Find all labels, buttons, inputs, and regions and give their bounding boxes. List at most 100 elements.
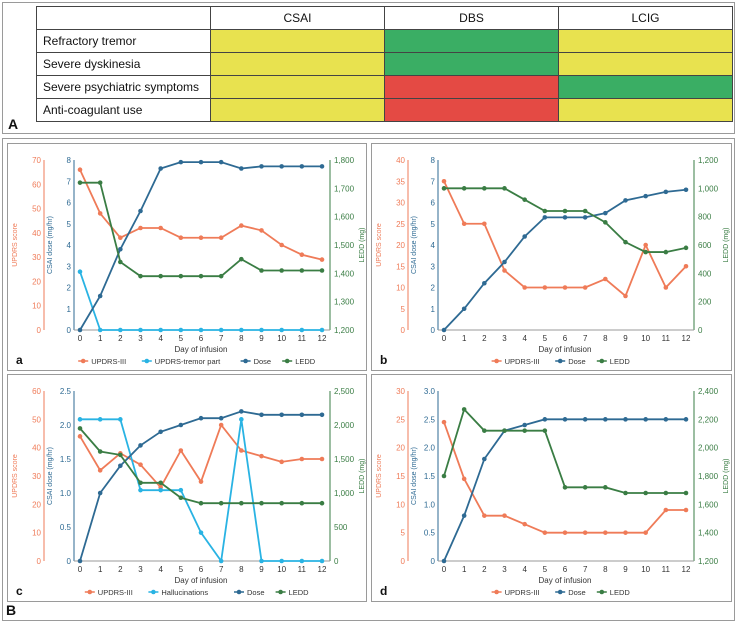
tick-label: 30 bbox=[396, 387, 405, 396]
data-point bbox=[582, 208, 588, 214]
data-point bbox=[683, 490, 689, 496]
tick-label: 0.5 bbox=[424, 529, 436, 538]
data-point bbox=[623, 198, 628, 203]
data-point bbox=[138, 273, 143, 279]
data-point bbox=[138, 480, 143, 486]
x-tick-label: 11 bbox=[662, 334, 671, 343]
data-point bbox=[259, 327, 264, 333]
data-point bbox=[643, 242, 648, 248]
legend-label: UPDRS-III bbox=[98, 588, 133, 597]
data-point bbox=[158, 273, 163, 279]
tick-label: 0 bbox=[401, 326, 406, 335]
data-point bbox=[279, 164, 284, 169]
tick-label: 5 bbox=[401, 529, 406, 538]
tick-label: 20 bbox=[396, 444, 405, 453]
data-point bbox=[118, 259, 123, 265]
tick-label: 35 bbox=[396, 177, 405, 186]
data-point bbox=[138, 443, 143, 448]
tick-label: 10 bbox=[32, 529, 41, 538]
axis-label: CSAI dose (mg/hr) bbox=[47, 216, 54, 274]
status-cell bbox=[558, 75, 733, 99]
chart-letter: c bbox=[16, 584, 23, 598]
tick-label: 20 bbox=[32, 277, 41, 286]
data-point bbox=[482, 428, 487, 433]
x-tick-label: 11 bbox=[662, 565, 671, 574]
data-point bbox=[279, 268, 284, 273]
data-point bbox=[319, 500, 325, 506]
data-point bbox=[218, 273, 224, 279]
tick-label: 50 bbox=[32, 205, 41, 214]
legend-swatch-dot bbox=[284, 358, 290, 364]
data-point bbox=[623, 490, 628, 496]
data-point bbox=[522, 234, 527, 239]
legend-swatch-dot bbox=[557, 589, 563, 595]
tick-label: 1 bbox=[67, 305, 72, 314]
data-point bbox=[299, 456, 305, 462]
x-tick-label: 2 bbox=[482, 565, 487, 574]
x-tick-label: 3 bbox=[502, 334, 507, 343]
x-tick-label: 11 bbox=[298, 565, 307, 574]
col-header-dbs: DBS bbox=[384, 6, 559, 30]
data-point bbox=[158, 487, 163, 493]
x-tick-label: 5 bbox=[543, 334, 548, 343]
tick-label: 10 bbox=[32, 302, 41, 311]
data-point bbox=[643, 193, 648, 199]
data-point bbox=[198, 273, 204, 279]
tick-label: 60 bbox=[32, 387, 41, 396]
series-line bbox=[443, 180, 687, 298]
axis-label: UPDRS score bbox=[376, 454, 383, 498]
data-point bbox=[522, 422, 527, 428]
data-point bbox=[138, 462, 143, 467]
axis-label: LEDD (mg) bbox=[359, 458, 366, 493]
tick-label: 0 bbox=[431, 326, 436, 335]
chart-letter: d bbox=[380, 584, 387, 598]
tick-label: 1 bbox=[431, 305, 436, 314]
status-cell bbox=[384, 98, 559, 122]
x-tick-label: 7 bbox=[583, 334, 588, 343]
tick-label: 1,200 bbox=[334, 326, 355, 335]
data-point bbox=[259, 453, 264, 459]
x-tick-label: 1 bbox=[98, 565, 103, 574]
legend-label: LEDD bbox=[610, 357, 631, 366]
series-line bbox=[444, 187, 687, 253]
data-point bbox=[643, 417, 648, 422]
data-point bbox=[482, 456, 487, 462]
data-point bbox=[542, 417, 548, 422]
data-point bbox=[502, 259, 507, 265]
panel-b: 0 10 20 30 40 50 60 70 UPDRS score 0 1 2 3 4 5 6 7 8 CSAI … bbox=[2, 138, 735, 621]
data-point bbox=[138, 487, 143, 493]
series-line bbox=[79, 423, 322, 489]
x-tick-label: 8 bbox=[239, 565, 244, 574]
data-point bbox=[299, 500, 305, 506]
data-point bbox=[218, 500, 224, 506]
data-point bbox=[97, 468, 103, 473]
tick-label: 8 bbox=[67, 156, 72, 165]
tick-label: 5 bbox=[401, 305, 406, 314]
x-tick-label: 2 bbox=[118, 334, 123, 343]
x-tick-label: 11 bbox=[298, 334, 307, 343]
legend-label: Dose bbox=[568, 588, 586, 597]
tick-label: 25 bbox=[396, 415, 405, 424]
x-tick-label: 6 bbox=[199, 334, 204, 343]
data-point bbox=[259, 412, 264, 418]
tick-label: 1,400 bbox=[698, 529, 719, 538]
data-point bbox=[239, 327, 244, 333]
data-point bbox=[299, 252, 305, 258]
data-point bbox=[198, 500, 204, 506]
legend-swatch-dot bbox=[236, 589, 242, 595]
data-point bbox=[663, 507, 669, 513]
x-tick-label: 4 bbox=[158, 565, 163, 574]
x-axis-label: Day of infusion bbox=[175, 345, 228, 354]
tick-label: 600 bbox=[698, 241, 712, 250]
col-header-lcig: LCIG bbox=[558, 6, 733, 30]
x-tick-label: 7 bbox=[219, 565, 224, 574]
tick-label: 3 bbox=[431, 262, 436, 271]
data-point bbox=[259, 268, 264, 273]
series-line bbox=[80, 181, 322, 278]
data-point bbox=[562, 208, 568, 214]
data-point bbox=[299, 164, 305, 169]
data-point bbox=[218, 235, 224, 241]
tick-label: 4 bbox=[67, 241, 72, 250]
data-point bbox=[623, 530, 628, 535]
data-point bbox=[542, 208, 548, 214]
